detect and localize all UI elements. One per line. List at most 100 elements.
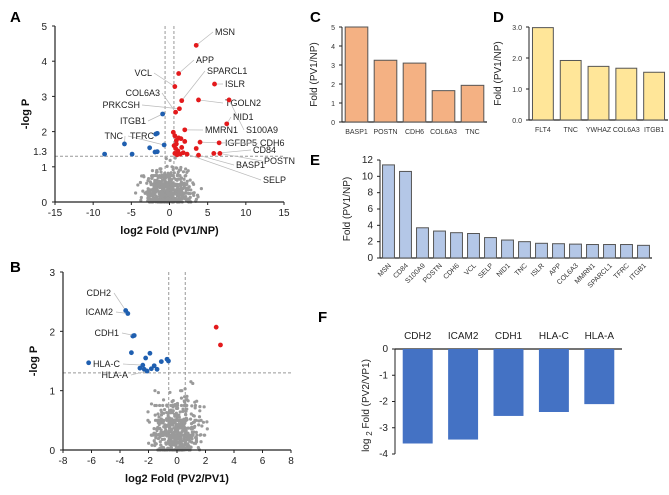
ns-point	[146, 187, 150, 191]
bar-col6a3	[431, 90, 456, 123]
ns-point	[166, 196, 170, 201]
down-point	[143, 355, 149, 361]
ns-point	[139, 195, 143, 200]
labeled-point-sparcl1	[179, 98, 185, 104]
bar-nid1	[501, 239, 514, 259]
down-point	[102, 151, 108, 157]
ns-point	[148, 180, 152, 184]
ns-point	[150, 176, 154, 180]
ns-point	[194, 430, 198, 434]
x-tick-label: 15	[278, 208, 290, 219]
leader-line	[228, 99, 245, 131]
ns-point	[164, 183, 168, 187]
leader-line	[113, 292, 126, 311]
labeled-point-selp	[184, 151, 190, 157]
ns-point	[171, 409, 175, 413]
labeled-point-tgoln2	[196, 97, 201, 103]
labeled-point-prkcsh	[177, 106, 182, 112]
down-point	[154, 130, 160, 136]
bar-cdh2	[402, 349, 433, 444]
x-tick-label: 0	[174, 456, 180, 467]
ns-point	[185, 398, 189, 402]
y-axis-title-subscript: 2	[365, 431, 374, 436]
up-point	[179, 145, 185, 150]
x-tick-label: 5	[205, 208, 211, 219]
leader-line	[122, 363, 143, 366]
gene-labels: MSN APP VCL SPARCL1 ISLR COL6A3 TGOLN2 PRKCSH NI…	[102, 27, 295, 185]
leader-line	[195, 31, 214, 46]
y-tick-label: 10	[362, 171, 374, 182]
ns-point	[168, 158, 172, 162]
x-tick-label: HLA-C	[539, 331, 569, 342]
down-point	[86, 360, 92, 366]
y-tick-label: 0.0	[512, 118, 522, 125]
ns-point	[166, 439, 170, 443]
ns-point	[182, 399, 186, 403]
ns-point	[187, 436, 192, 440]
ns-point	[176, 433, 181, 438]
x-tick-label: COL6A3	[613, 127, 640, 134]
ns-point	[192, 441, 196, 445]
x-axis-title: log2 Fold (PV2/PV1)	[125, 473, 229, 485]
gene-label: PRKCSH	[102, 100, 140, 110]
y-tick-label: -1	[379, 370, 388, 381]
x-tick-label: -8	[59, 456, 68, 467]
ns-point	[189, 412, 193, 416]
ns-point	[156, 425, 160, 430]
x-tick-label: ITGB1	[629, 262, 648, 281]
ns-point	[201, 420, 206, 424]
ns-point	[157, 179, 161, 183]
leader-line	[130, 370, 148, 376]
ns-point	[165, 404, 169, 408]
ns-point	[165, 430, 170, 434]
ns-point	[154, 197, 158, 201]
x-tick-label: CDH6	[405, 129, 424, 136]
ns-point	[178, 410, 182, 414]
ns-point	[170, 186, 174, 190]
y-tick-label: 3.0	[512, 25, 522, 32]
bar-tfrc	[620, 244, 633, 259]
bar-tnc	[460, 84, 485, 123]
labeled-point-col6a3	[173, 109, 179, 115]
gene-label: HLA-A	[101, 370, 128, 380]
ns-point	[179, 396, 184, 400]
y-tick-label: 0	[41, 198, 47, 209]
bar-sparcl1	[603, 244, 616, 259]
y-tick-label: -4	[379, 449, 388, 460]
ns-point	[158, 403, 162, 408]
labeled-point-cdh6	[216, 140, 222, 146]
ns-point	[183, 439, 188, 444]
ns-point	[178, 174, 182, 178]
ns-point	[154, 442, 158, 446]
down-point	[154, 149, 160, 155]
ns-point	[185, 182, 189, 186]
bar-selp	[484, 237, 497, 259]
ns-point	[145, 181, 149, 185]
y-axis-title: Fold (PV1/NP)	[309, 42, 320, 106]
gene-label: ISLR	[225, 79, 246, 89]
ns-point	[175, 178, 179, 182]
x-tick-label: -6	[87, 456, 96, 467]
gene-label: CD84	[253, 145, 276, 155]
ns-point	[179, 433, 183, 437]
labeled-point-igfbp5	[197, 139, 203, 145]
ns-point	[158, 446, 162, 451]
gene-label: ITGB1	[120, 116, 146, 126]
ns-point	[175, 416, 179, 420]
ns-point	[170, 436, 174, 440]
ns-point	[179, 165, 183, 170]
y-tick-label: 3	[41, 92, 47, 103]
x-tick-label: -4	[116, 456, 125, 467]
ns-point	[153, 413, 157, 417]
ns-point	[190, 404, 194, 408]
ns-point	[162, 418, 166, 422]
ns-point	[188, 178, 192, 182]
ns-point	[161, 445, 166, 450]
ns-point	[183, 174, 187, 178]
ns-point	[171, 405, 175, 409]
gene-label: S100A9	[246, 125, 278, 135]
bar-postn	[373, 59, 398, 123]
gene-label: CDH2	[86, 288, 111, 298]
y-tick-label: 4	[331, 44, 335, 51]
ns-point	[190, 434, 194, 438]
